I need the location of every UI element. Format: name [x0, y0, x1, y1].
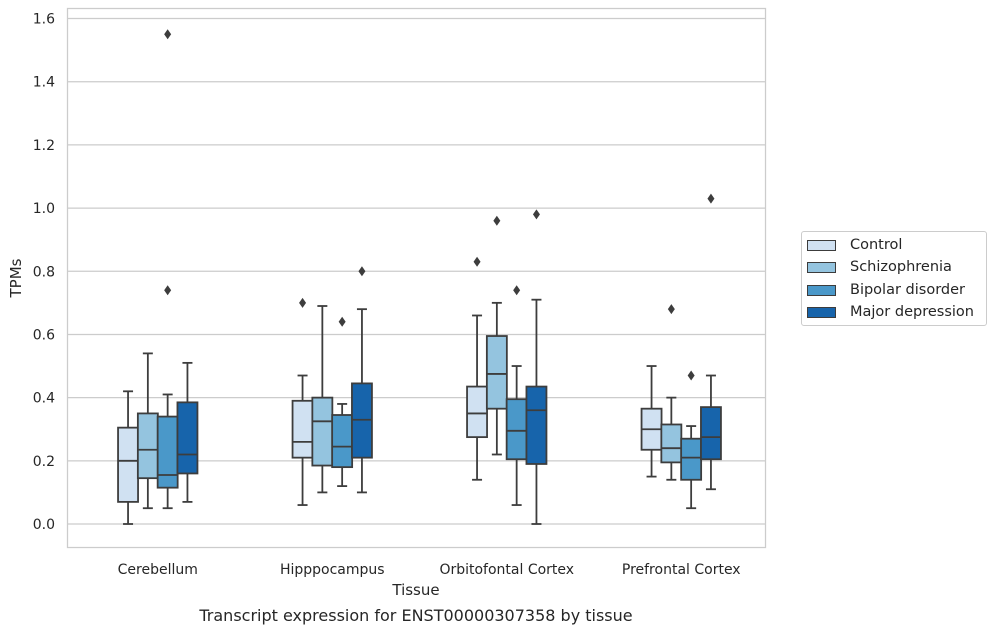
x-tick-labels: Cerebellum Hipppocampus Orbitofontal Corte…	[118, 562, 741, 578]
legend-swatch-bipolar-disorder	[807, 284, 836, 296]
outlier-point	[513, 285, 521, 296]
box-body	[700, 406, 722, 461]
y-tick-label: 1.0	[33, 201, 55, 217]
outlier-point	[299, 297, 307, 308]
outlier-point	[164, 29, 172, 40]
outlier-point	[358, 266, 366, 277]
box-2-1	[485, 215, 508, 456]
box-1-2	[331, 316, 354, 487]
outlier-point	[493, 215, 501, 226]
y-tick-label: 0.2	[33, 454, 55, 470]
plot-frame	[66, 7, 767, 549]
legend-swatch-control	[807, 239, 836, 251]
y-tick-label: 0.6	[33, 327, 55, 343]
box-1-3	[351, 266, 373, 494]
box-body	[331, 414, 354, 469]
box-body	[136, 412, 159, 480]
x-tick-label: Cerebellum	[118, 562, 198, 578]
legend-label-schizophrenia: Schizophrenia	[850, 259, 952, 275]
legend-swatch-major-depression	[807, 306, 836, 318]
box-3-3	[700, 193, 722, 491]
box-body	[117, 426, 139, 503]
y-axis-label: TPMs	[7, 258, 25, 298]
box-body	[311, 396, 334, 467]
y-tick-labels: 0.0 0.2 0.4 0.6 0.8 1.0 1.2 1.4 1.6	[33, 12, 55, 534]
box-0-1	[136, 352, 159, 510]
box-body	[466, 385, 488, 439]
box-body	[525, 385, 548, 465]
box-3-2	[680, 370, 703, 510]
legend: Control Schizophrenia Bipolar disorder M…	[801, 231, 987, 326]
box-3-1	[660, 304, 683, 481]
legend-swatch-schizophrenia	[807, 261, 836, 273]
outlier-point	[707, 193, 715, 204]
outlier-point	[164, 285, 172, 296]
box-0-2	[156, 29, 179, 510]
box-body	[505, 398, 528, 461]
box-body	[680, 437, 703, 481]
boxes	[117, 29, 722, 525]
box-body	[660, 423, 683, 464]
box-body	[291, 399, 314, 459]
y-tick-label: 1.4	[33, 75, 55, 91]
box-body	[485, 335, 508, 410]
y-tick-label: 0.0	[33, 517, 55, 533]
box-2-0	[466, 256, 488, 481]
box-1-0	[291, 297, 314, 506]
legend-label-control: Control	[850, 237, 903, 253]
box-0-3	[176, 361, 199, 503]
figure-caption: Transcript expression for ENST0000030735…	[199, 606, 633, 625]
legend-item-major-depression: Major depression	[807, 302, 974, 322]
x-tick-label: Hipppocampus	[280, 562, 385, 578]
outlier-point	[667, 304, 675, 315]
y-tick-label: 1.6	[33, 12, 55, 28]
legend-label-major-depression: Major depression	[850, 304, 974, 320]
box-3-0	[640, 365, 663, 478]
outlier-point	[687, 370, 695, 381]
x-tick-label: Prefrontal Cortex	[622, 562, 741, 578]
x-axis-label: Tissue	[391, 581, 439, 599]
legend-item-schizophrenia: Schizophrenia	[807, 257, 952, 277]
box-1-1	[311, 305, 334, 494]
y-tick-label: 0.4	[33, 391, 55, 407]
box-0-0	[117, 390, 139, 525]
box-body	[156, 415, 179, 489]
y-tick-label: 1.2	[33, 138, 55, 154]
legend-item-control: Control	[807, 235, 902, 255]
legend-label-bipolar-disorder: Bipolar disorder	[850, 282, 965, 298]
outlier-point	[338, 316, 346, 327]
box-2-2	[505, 285, 528, 506]
y-tick-label: 0.8	[33, 264, 55, 280]
legend-item-bipolar-disorder: Bipolar disorder	[807, 280, 965, 300]
outlier-point	[473, 256, 481, 267]
x-tick-label: Orbitofontal Cortex	[439, 562, 574, 578]
outlier-point	[532, 209, 540, 220]
box-body	[176, 401, 199, 475]
box-2-3	[525, 209, 548, 525]
